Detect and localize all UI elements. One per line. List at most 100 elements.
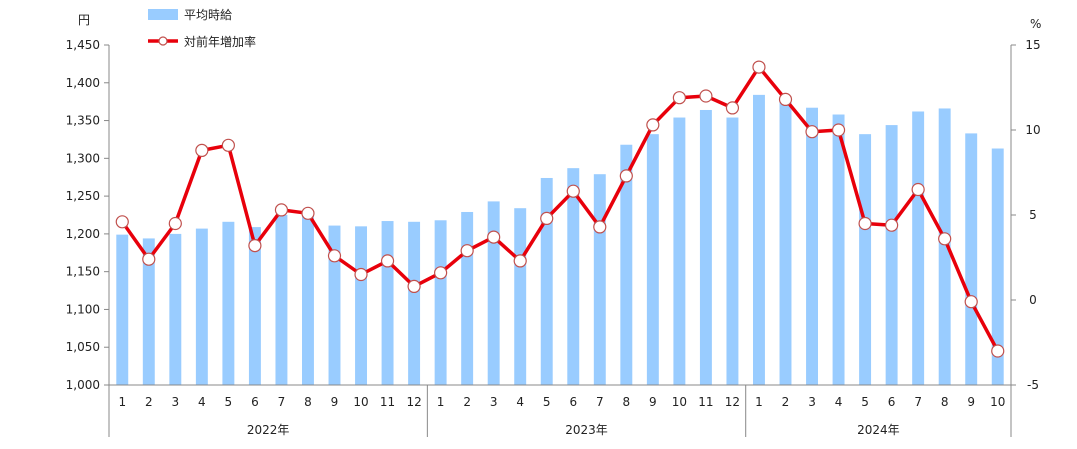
x-axis-month-label: 3: [490, 395, 498, 409]
x-axis-month-label: 2: [782, 395, 790, 409]
x-axis-month-label: 9: [331, 395, 339, 409]
x-axis-month-label: 1: [118, 395, 126, 409]
x-axis-month-label: 4: [198, 395, 206, 409]
x-axis-month-label: 5: [861, 395, 869, 409]
bar: [328, 225, 341, 385]
line-point: [248, 239, 262, 253]
bar: [806, 107, 818, 385]
legend-line-marker: [158, 36, 168, 46]
bar: [885, 125, 898, 385]
line-point: [221, 138, 235, 152]
left-axis-tick-label: 1,100: [66, 302, 100, 316]
x-axis-month-label: 7: [596, 395, 604, 409]
line-point: [513, 254, 527, 268]
right-axis-unit: %: [1030, 17, 1041, 31]
line-point: [274, 203, 289, 217]
left-axis-unit: 円: [78, 13, 90, 27]
x-axis-month-label: 12: [406, 395, 421, 409]
legend: 平均時給 対前年増加率: [148, 8, 256, 49]
bar: [726, 117, 739, 386]
x-axis-month-label: 5: [543, 395, 551, 409]
line-point: [540, 211, 554, 225]
line-point: [964, 295, 978, 309]
line-point: [619, 169, 633, 183]
x-axis-month-label: 8: [623, 395, 631, 409]
x-axis-month-label: 7: [278, 395, 286, 409]
left-axis-tick-label: 1,000: [66, 378, 100, 392]
line-point: [327, 249, 342, 263]
line-point: [115, 215, 129, 229]
bar: [248, 227, 261, 385]
bar: [487, 201, 500, 385]
x-axis-month-label: 3: [808, 395, 816, 409]
bar: [275, 215, 288, 385]
line-point: [434, 266, 448, 280]
line-point: [566, 184, 580, 198]
x-axis-month-label: 1: [437, 395, 445, 409]
line-series: [115, 60, 1005, 358]
x-axis-month-label: 6: [888, 395, 896, 409]
legend-line-label: 対前年増加率: [184, 34, 256, 49]
bar: [620, 144, 633, 385]
x-axis-month-label: 10: [990, 395, 1005, 409]
bar: [699, 109, 712, 385]
x-axis-month-label: 4: [516, 395, 524, 409]
bar: [461, 211, 474, 385]
line-point: [142, 252, 156, 266]
legend-bar-swatch: [148, 9, 178, 20]
line-path: [120, 65, 1000, 352]
left-axis-tick-label: 1,250: [66, 189, 100, 203]
left-y-axis: 1,000 1,050 1,100 1,150 1,200 1,250 1,300 1,350…: [66, 38, 110, 392]
line-point: [778, 92, 793, 107]
line-point: [354, 267, 368, 282]
left-axis-tick-label: 1,150: [66, 265, 100, 279]
bar: [434, 220, 447, 385]
x-axis-month-label: 6: [569, 395, 577, 409]
bar: [514, 208, 527, 385]
bar: [222, 221, 235, 385]
line-point: [593, 220, 607, 234]
x-axis-month-label: 5: [225, 395, 233, 409]
line-point: [646, 118, 660, 132]
line-point: [301, 206, 315, 220]
line-point: [168, 216, 182, 231]
x-axis-month-label: 6: [251, 395, 259, 409]
bar: [859, 134, 872, 385]
bar: [753, 94, 765, 385]
x-axis-month-label: 7: [914, 395, 922, 409]
line-point: [911, 182, 925, 197]
bar: [646, 134, 659, 385]
bar: [195, 228, 208, 385]
x-axis-month-label: 1: [755, 395, 763, 409]
bar: [540, 177, 553, 385]
bar: [381, 221, 394, 385]
right-axis-tick-label: 10: [1025, 123, 1040, 137]
left-axis-tick-label: 1,450: [66, 38, 100, 52]
bar: [912, 111, 925, 385]
line-point: [858, 216, 872, 231]
left-axis-tick-label: 1,300: [66, 151, 100, 165]
bar: [567, 168, 580, 385]
line-point: [460, 244, 474, 258]
right-axis-tick-label: 0: [1029, 293, 1037, 307]
bar: [593, 174, 606, 385]
line-point: [725, 101, 740, 115]
line-point: [407, 279, 421, 293]
x-axis-month-label: 10: [353, 395, 368, 409]
right-axis-tick-label: 15: [1025, 38, 1040, 52]
x-axis-month-label: 3: [172, 395, 180, 409]
x-axis-month-label: 8: [304, 395, 312, 409]
line-point: [699, 89, 713, 103]
right-y-axis: -5 0 5 10 15: [1010, 38, 1041, 392]
bar: [832, 114, 845, 385]
right-axis-tick-label: 5: [1029, 208, 1037, 222]
line-point: [805, 125, 819, 139]
line-point: [672, 91, 686, 105]
bar: [779, 99, 792, 386]
left-axis-tick-label: 1,400: [66, 76, 100, 90]
x-axis-month-label: 10: [672, 395, 687, 409]
x-axis-month-label: 9: [967, 395, 975, 409]
x-axis-month-label: 4: [835, 395, 843, 409]
bar: [355, 226, 367, 385]
